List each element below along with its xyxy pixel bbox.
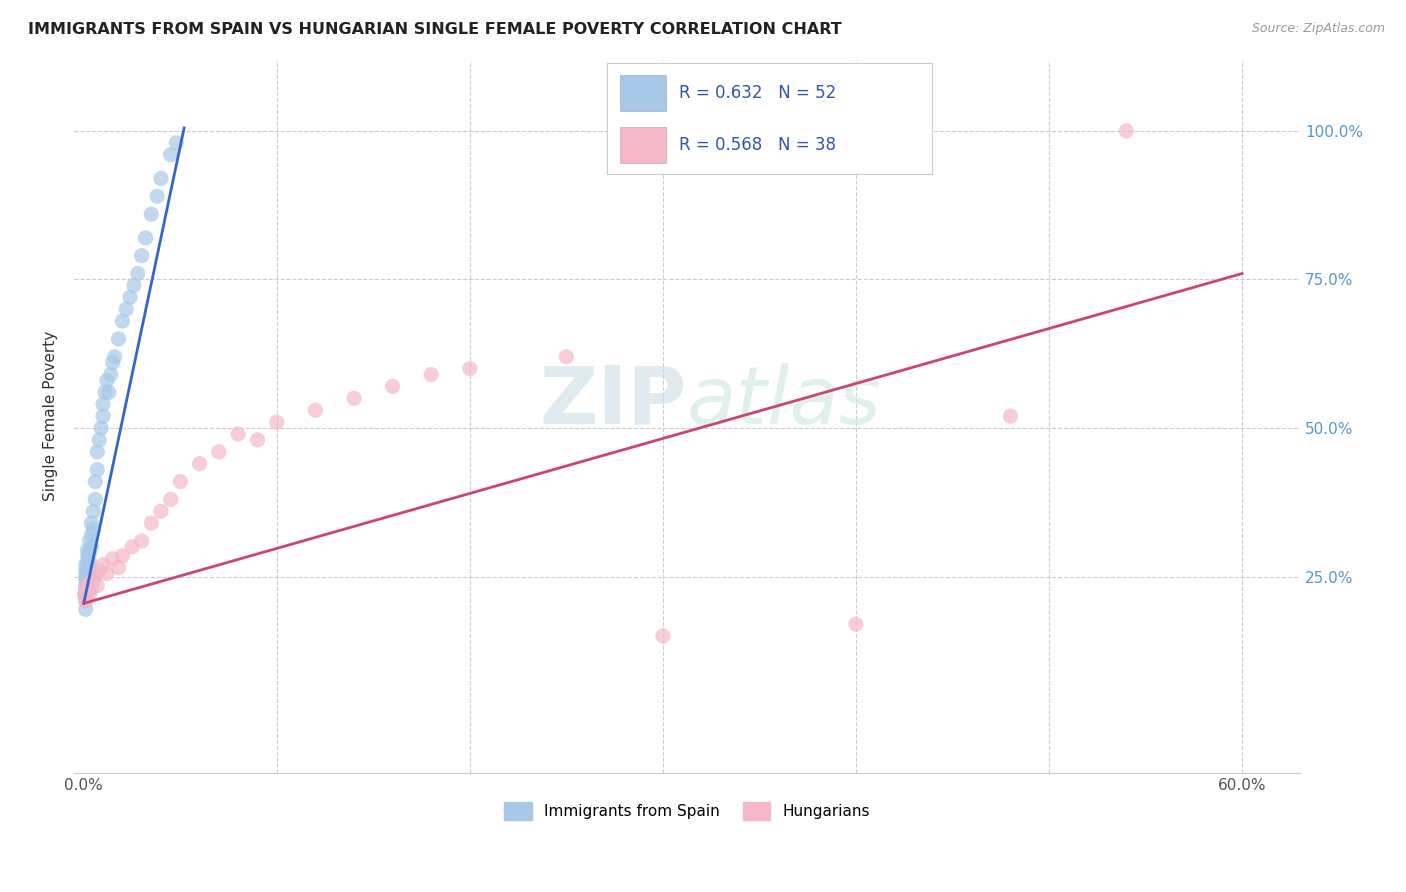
Point [79,546,101,560]
Point [76,569,98,583]
Point [1115,124,1137,138]
Point [79,564,101,578]
Point [76,549,98,563]
Point [75,569,97,583]
Point [80,528,103,542]
Text: IMMIGRANTS FROM SPAIN VS HUNGARIAN SINGLE FEMALE POVERTY CORRELATION CHART: IMMIGRANTS FROM SPAIN VS HUNGARIAN SINGL… [28,22,842,37]
Point [76,564,98,578]
Point [76,575,98,590]
Point [159,492,181,507]
Point [96,566,118,581]
Point [76,542,98,557]
Point [75,573,97,587]
Point [90,421,112,435]
Text: ZIP: ZIP [540,363,688,441]
Point [146,189,169,203]
Point [97,385,120,400]
Point [84,492,107,507]
Point [555,350,578,364]
Point [135,231,157,245]
Point [159,147,181,161]
Point [73,587,96,601]
Point [111,314,134,328]
Point [80,516,103,530]
Point [104,350,127,364]
Point [101,356,124,370]
Point [82,573,104,587]
Point [100,368,122,382]
Point [122,278,145,293]
Point [76,584,98,599]
Point [107,332,129,346]
Point [76,582,98,596]
Point [80,540,103,554]
Point [75,582,97,596]
Point [96,374,118,388]
Point [188,457,211,471]
Point [420,368,443,382]
Point [169,475,191,489]
Point [75,584,97,599]
Point [73,587,96,601]
Point [208,445,231,459]
Point [76,578,98,592]
Point [75,558,97,572]
Point [80,582,103,596]
Point [141,207,163,221]
Point [1000,409,1022,424]
Point [651,629,673,643]
Point [89,564,111,578]
Point [343,392,366,406]
Point [84,475,107,489]
Point [381,379,404,393]
Point [84,569,107,583]
Point [107,560,129,574]
Legend: Immigrants from Spain, Hungarians: Immigrants from Spain, Hungarians [498,796,876,826]
Point [120,290,142,304]
Text: atlas: atlas [688,363,882,441]
Point [82,504,104,518]
Point [82,522,104,536]
Point [79,533,101,548]
Point [165,136,187,150]
Point [76,555,98,569]
Point [111,549,134,563]
Y-axis label: Single Female Poverty: Single Female Poverty [44,331,58,501]
Point [91,558,114,572]
Point [127,267,149,281]
Point [149,171,172,186]
Point [89,433,111,447]
Point [304,403,326,417]
Point [121,540,143,554]
Point [94,385,117,400]
Point [86,463,108,477]
Point [75,593,97,607]
Point [115,302,138,317]
Point [75,602,97,616]
Point [458,361,481,376]
Point [131,533,153,548]
Point [86,578,108,592]
Text: Source: ZipAtlas.com: Source: ZipAtlas.com [1251,22,1385,36]
Point [75,593,97,607]
Point [79,555,101,569]
Point [226,427,249,442]
Point [246,433,269,447]
Point [149,504,172,518]
Point [91,409,114,424]
Point [131,249,153,263]
Point [266,415,288,429]
Point [75,578,97,592]
Point [79,587,101,601]
Point [86,445,108,459]
Point [845,617,868,632]
Point [91,397,114,411]
Point [79,575,101,590]
Point [75,564,97,578]
Point [141,516,163,530]
Point [101,551,124,566]
